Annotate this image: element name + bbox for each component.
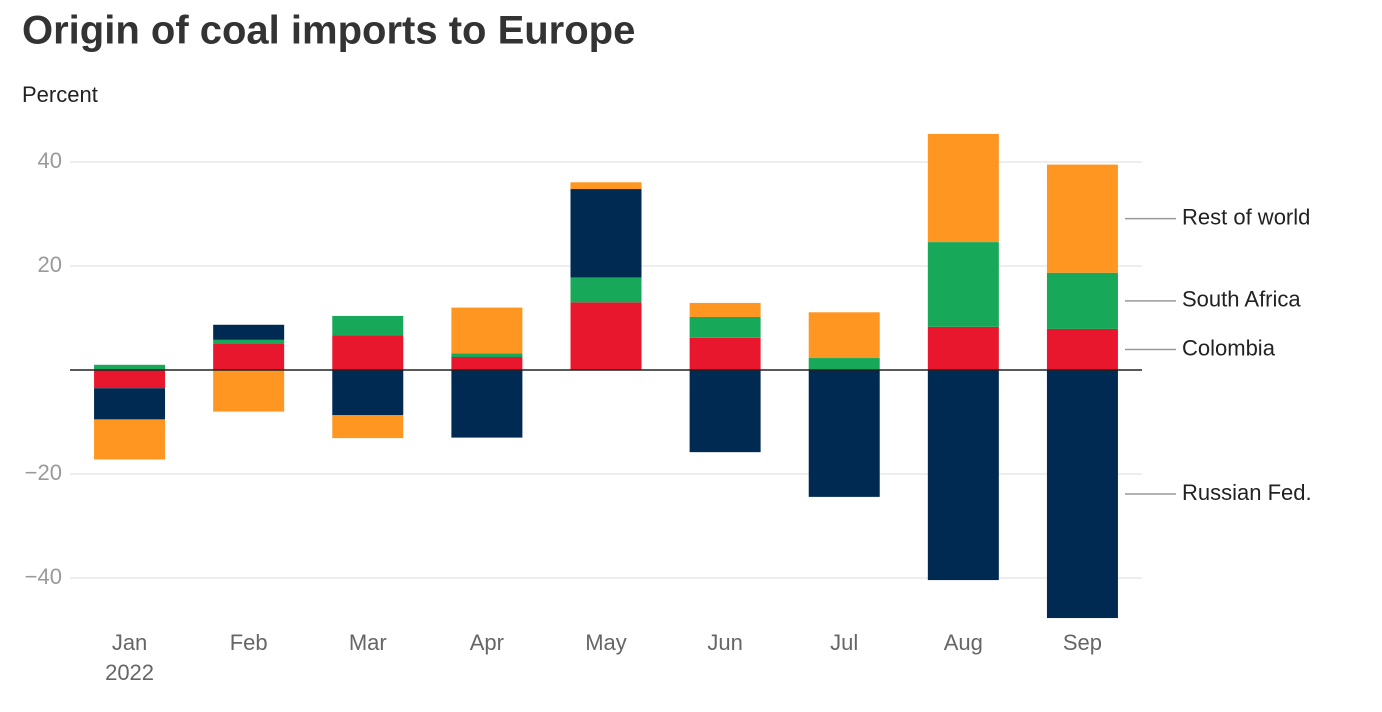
bar-segment	[451, 307, 523, 354]
bar-segment	[94, 388, 166, 420]
bar-segment	[808, 370, 880, 497]
y-tick-label: 20	[38, 252, 62, 277]
bar-segment	[689, 370, 761, 453]
x-year-label: 2022	[105, 660, 154, 685]
bar-segment	[94, 419, 166, 460]
x-tick-label: Jul	[830, 630, 858, 655]
bar-segment	[332, 335, 404, 370]
x-tick-label: Sep	[1063, 630, 1102, 655]
bar-segment	[689, 302, 761, 317]
bar-segment	[927, 326, 999, 370]
bar-segment	[451, 357, 523, 370]
bar-segment	[808, 358, 880, 370]
bar-segment	[94, 370, 166, 389]
x-tick-label: Feb	[230, 630, 268, 655]
bar-segment	[213, 324, 285, 340]
y-axis-label: Percent	[22, 82, 98, 107]
x-tick-label: Aug	[944, 630, 983, 655]
x-tick-label: Mar	[349, 630, 387, 655]
bar-segment	[570, 277, 642, 303]
bar-segment	[213, 370, 285, 412]
bar-segment	[570, 189, 642, 278]
y-tick-label: 40	[38, 148, 62, 173]
y-tick-label: −20	[25, 460, 62, 485]
bar-segment	[451, 370, 523, 438]
bar-segment	[1046, 370, 1118, 619]
bar-segment	[1046, 272, 1118, 329]
bar-segment	[1046, 328, 1118, 370]
chart-title: Origin of coal imports to Europe	[22, 9, 635, 53]
bar-segment	[808, 312, 880, 359]
bar-segment	[332, 315, 404, 336]
legend-label: Colombia	[1182, 335, 1276, 360]
bar-segment	[1046, 164, 1118, 273]
x-tick-label: Jun	[707, 630, 742, 655]
bar-segment	[213, 344, 285, 370]
legend-label: Russian Fed.	[1182, 480, 1312, 505]
bar-segment	[94, 364, 166, 370]
bar-segment	[570, 302, 642, 370]
legend-label: Rest of world	[1182, 204, 1310, 229]
bar-segment	[689, 337, 761, 370]
bar-segment	[451, 353, 523, 357]
bar-segment	[689, 316, 761, 338]
bar-segment	[213, 339, 285, 344]
y-tick-label: −40	[25, 564, 62, 589]
bar-segment	[332, 370, 404, 416]
x-tick-label: Apr	[470, 630, 504, 655]
bar-segment	[927, 370, 999, 581]
x-tick-label: Jan	[112, 630, 147, 655]
bar-segment	[332, 415, 404, 439]
bar-segment	[570, 182, 642, 190]
legend-label: South Africa	[1182, 287, 1301, 312]
bar-segment	[927, 133, 999, 243]
x-tick-label: May	[585, 630, 627, 655]
bar-segment	[927, 242, 999, 327]
